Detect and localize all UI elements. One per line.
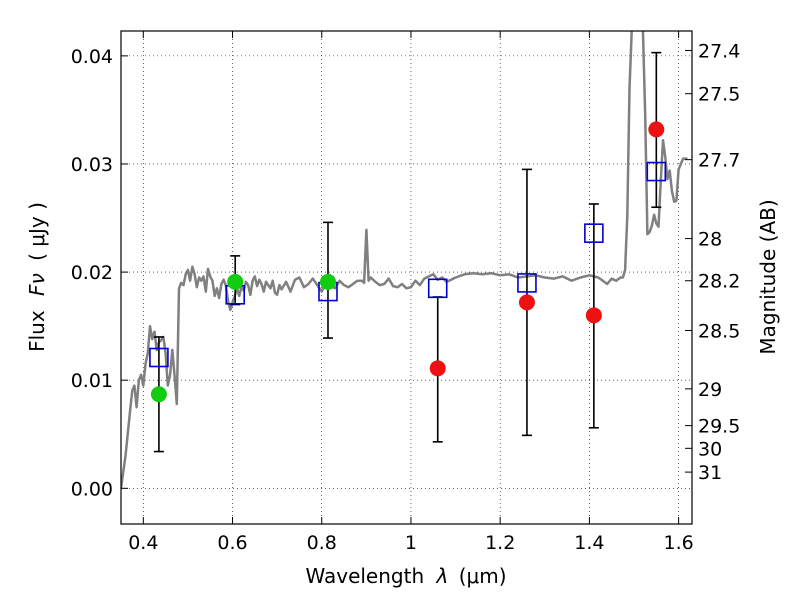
y-axis-label-symbol: Fν	[25, 273, 49, 296]
nondetection-point	[518, 294, 535, 311]
y-tick-label: 0.00	[71, 478, 113, 500]
y-axis-label-prefix: Flux	[25, 310, 49, 352]
y-axis-label: Flux Fν ( μJy )	[25, 202, 49, 352]
circle-layer	[150, 121, 665, 403]
y-axis-label-unit: ( μJy )	[25, 202, 49, 261]
x-tick-label: 0.8	[307, 532, 337, 554]
detection-point	[319, 273, 336, 290]
model-flux-square	[149, 347, 169, 368]
x-tick-label: 1	[405, 532, 417, 554]
mag-tick-label: 28.5	[698, 320, 740, 342]
x-tick-label: 1.2	[485, 532, 515, 554]
nondetection-point	[429, 360, 446, 377]
model-flux-square	[584, 223, 604, 243]
detection-point	[227, 273, 244, 290]
x-tick-label: 0.4	[128, 532, 158, 554]
x-axis-label-prefix: Wavelength	[305, 564, 424, 588]
mag-tick-label: 28	[698, 229, 722, 251]
x-tick-label: 0.6	[217, 532, 247, 554]
mag-tick-label: 29.5	[698, 416, 740, 438]
x-axis-label-unit: (μm)	[459, 564, 507, 588]
mag-tick-label: 27.7	[698, 150, 740, 172]
mag-tick-label: 28.2	[698, 271, 740, 293]
square-layer	[149, 161, 667, 368]
model-flux-square	[646, 161, 667, 182]
model-flux-square	[427, 278, 448, 299]
y-tick-label: 0.02	[71, 262, 113, 284]
y-tick-label: 0.03	[71, 154, 113, 176]
mag-tick-label: 30	[698, 438, 722, 460]
y-tick-label: 0.01	[71, 370, 113, 392]
model-flux-square	[517, 273, 537, 293]
x-tick-label: 1.4	[574, 532, 604, 554]
y-tick-label: 0.04	[71, 46, 113, 68]
mag-tick-label: 27.4	[698, 40, 740, 62]
detection-point	[150, 386, 167, 403]
x-axis-label-symbol: λ	[436, 564, 449, 588]
ticks: 0.4 0.6 0.8 1 1.2 1.4 1.6 0.00 0.01 0.02 0.03 0.04 2…	[71, 31, 740, 554]
nondetection-point	[648, 121, 665, 138]
x-axis-label: Wavelength λ (μm)	[305, 564, 506, 588]
nondetection-point	[585, 307, 602, 324]
y2-axis-label: Magnitude (AB)	[756, 199, 780, 354]
plot-frame	[120, 30, 693, 525]
x-tick-label: 1.6	[664, 532, 694, 554]
mag-tick-label: 27.5	[698, 84, 740, 106]
mag-tick-label: 29	[698, 379, 722, 401]
mag-tick-label: 31	[698, 462, 722, 484]
